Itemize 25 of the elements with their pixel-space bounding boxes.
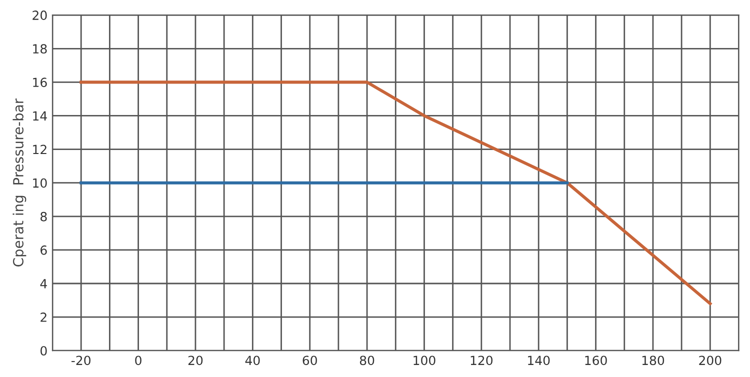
y-tick-label: 20 [32, 10, 47, 20]
y-axis-title: Cperat ing Pressure-bar [12, 98, 26, 266]
x-tick-label: 40 [245, 356, 260, 366]
x-tick-label: 20 [188, 356, 203, 366]
line-series [80, 80, 712, 306]
x-tick-label: 200 [699, 356, 722, 366]
y-tick-label: 12 [33, 144, 46, 154]
x-tick-label: 60 [302, 356, 317, 366]
y-tick-label: 18 [33, 44, 47, 54]
x-tick-label: 140 [528, 356, 550, 366]
y-tick-label: 4 [40, 279, 47, 288]
x-tick-label: -20 [71, 356, 90, 366]
x-tick-label: 180 [642, 356, 664, 366]
y-tick-label: 10 [33, 178, 47, 188]
y-tick-label: 14 [33, 111, 47, 120]
x-tick-label: 100 [414, 356, 436, 366]
x-tick-label: 80 [360, 356, 374, 366]
y-tick-label: 8 [40, 212, 47, 222]
x-tick-label: 160 [585, 356, 607, 366]
y-tick-label: 6 [40, 245, 47, 255]
y-tick-label: 2 [40, 312, 46, 322]
x-tick-label: 0 [135, 356, 142, 366]
x-tick-label: 120 [470, 356, 493, 366]
y-tick-label: 0 [40, 346, 47, 356]
y-tick-label: 16 [33, 78, 47, 88]
